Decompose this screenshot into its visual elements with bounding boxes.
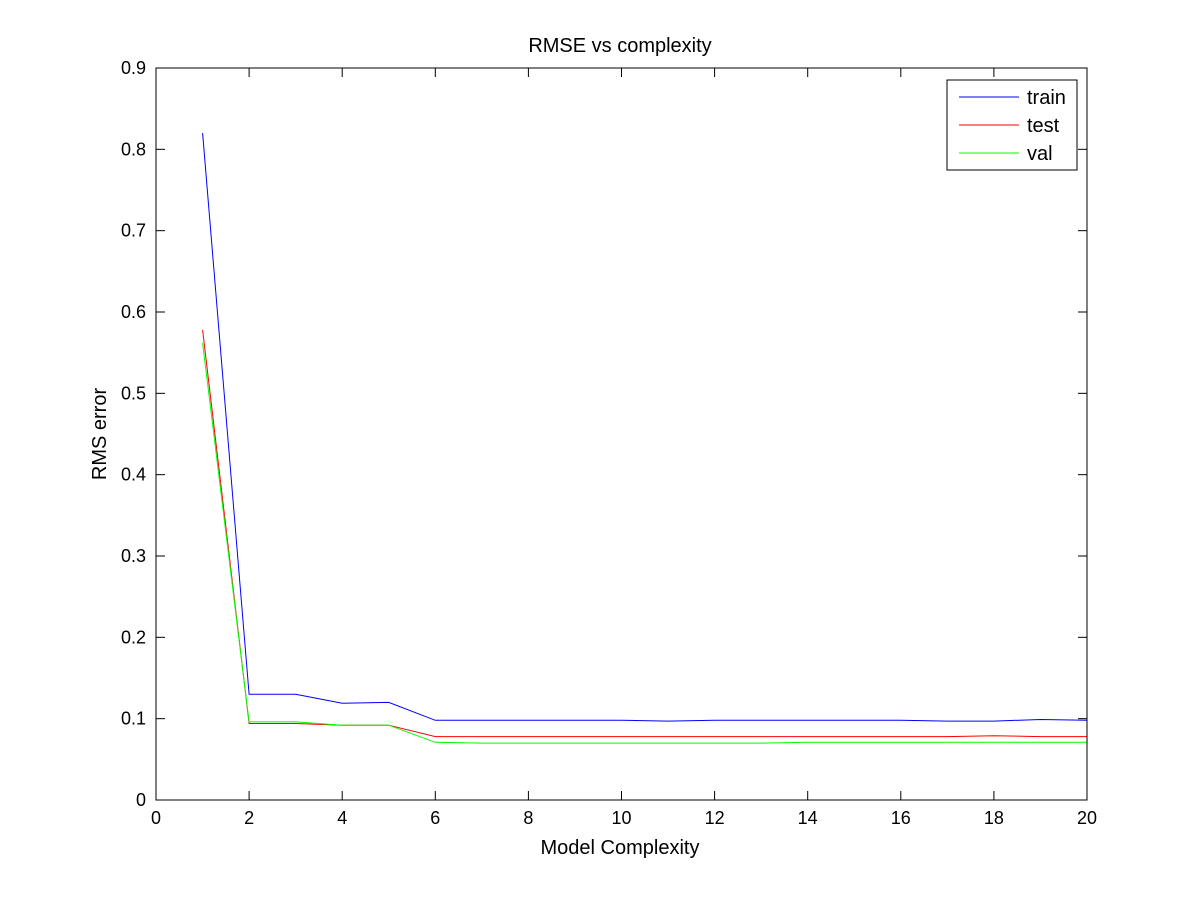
y-tick-label: 0.7 <box>121 221 146 241</box>
y-tick-label: 0.2 <box>121 627 146 647</box>
x-axis-label: Model Complexity <box>541 837 700 859</box>
legend: train test val <box>946 79 1078 171</box>
x-tick-label: 10 <box>611 808 631 828</box>
y-axis-label: RMS error <box>89 388 111 481</box>
x-tick-label: 20 <box>1077 808 1097 828</box>
y-tick-label: 0 <box>136 790 146 810</box>
y-tick-label: 0.1 <box>121 709 146 729</box>
y-tick-label: 0.8 <box>121 139 146 159</box>
x-tick-label: 18 <box>984 808 1004 828</box>
x-tick-label: 12 <box>705 808 725 828</box>
x-tick-label: 8 <box>523 808 533 828</box>
y-tick-label: 0.3 <box>121 546 146 566</box>
y-tick-label: 0.9 <box>121 58 146 78</box>
x-tick-label: 16 <box>891 808 911 828</box>
x-tick-label: 14 <box>798 808 818 828</box>
legend-label-test: test <box>1027 115 1060 137</box>
y-tick-label: 0.4 <box>121 465 146 485</box>
legend-label-train: train <box>1027 87 1066 109</box>
x-tick-label: 4 <box>337 808 347 828</box>
series-layer <box>202 133 1088 744</box>
x-tick-label: 0 <box>151 808 161 828</box>
x-tick-label: 6 <box>430 808 440 828</box>
x-tick-label: 2 <box>244 808 254 828</box>
y-tick-label: 0.6 <box>121 302 146 322</box>
y-tick-label: 0.5 <box>121 383 146 403</box>
series-line-val <box>202 342 1087 744</box>
ticks-layer: 0 2 4 6 8 10 12 14 16 18 20 0 0.1 0.2 0.3 0.4 0.5 0.6 0.7 0… <box>121 58 1097 828</box>
plot-area <box>156 68 1087 800</box>
chart-title: RMSE vs complexity <box>528 35 711 57</box>
legend-label-val: val <box>1027 143 1053 165</box>
series-line-train <box>202 133 1088 722</box>
